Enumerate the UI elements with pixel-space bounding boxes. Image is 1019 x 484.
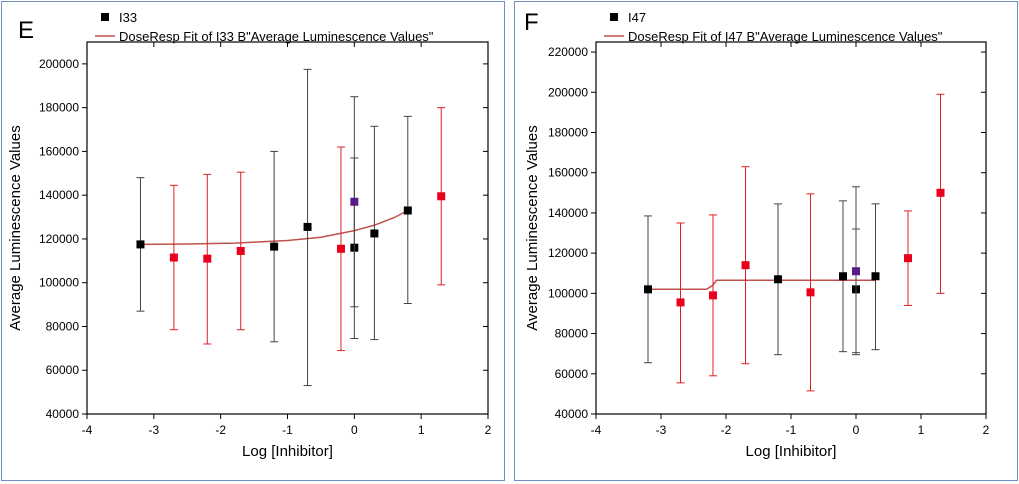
y-tick-label: 160000 [548, 166, 588, 180]
data-point [709, 291, 717, 300]
x-tick-label: 0 [351, 423, 358, 437]
y-tick-label: 60000 [46, 363, 80, 377]
data-point [806, 288, 815, 297]
data-point [336, 244, 345, 253]
y-tick-label: 40000 [46, 407, 80, 421]
data-point [904, 254, 912, 263]
y-tick-label: 200000 [39, 57, 79, 71]
x-tick-label: 1 [418, 423, 425, 437]
x-tick-label: -3 [656, 423, 667, 437]
y-tick-label: 120000 [39, 232, 79, 246]
x-tick-label: -2 [721, 423, 732, 437]
data-point [236, 246, 245, 255]
plot-frame [595, 41, 987, 415]
chart-panel-f: F -4 -3 -2 -1 0 1 2 40000 60000 80000 100000 120000 1… [524, 9, 990, 460]
y-tick-label: 180000 [548, 125, 588, 139]
y-tick-label: 220000 [548, 45, 588, 59]
y-tick-label: 80000 [46, 319, 80, 333]
x-tick-label: 2 [983, 423, 990, 437]
x-tick-label: -1 [786, 423, 797, 437]
data-point [403, 206, 412, 215]
y-tick-label: 60000 [555, 367, 589, 381]
y-tick-label: 140000 [39, 188, 79, 202]
legend-fit-label: DoseResp Fit of I33 B"Average Luminescen… [119, 29, 434, 44]
x-tick-label: -1 [282, 423, 293, 437]
chart-panel-e: E -4 -3 -2 -1 0 1 2 40000 60000 80000 100000 120000 1… [7, 10, 492, 460]
y-tick-label: 80000 [555, 327, 589, 341]
data-point [871, 272, 880, 281]
fit-curve [140, 209, 409, 246]
legend-marker-square [101, 13, 109, 21]
fit-curve [648, 279, 876, 291]
x-tick-label: -4 [591, 423, 602, 437]
legend-series-label: I33 [119, 10, 137, 25]
legend-fit-label: DoseResp Fit of I47 B"Average Luminescen… [628, 29, 943, 44]
data-point [270, 242, 279, 251]
x-tick-label: 0 [853, 423, 860, 437]
data-point [839, 272, 847, 281]
x-tick-label: 2 [485, 423, 492, 437]
y-tick-label: 120000 [548, 246, 588, 260]
data-point [203, 254, 212, 263]
x-tick-label: -3 [148, 423, 159, 437]
data-point [774, 275, 782, 284]
x-tick-label: -2 [215, 423, 226, 437]
panel-e-frame [1, 1, 505, 481]
legend-series-label: I47 [628, 10, 646, 25]
data-point [136, 240, 145, 249]
plot-frame [86, 41, 489, 415]
y-tick-label: 180000 [39, 101, 79, 115]
data-point [169, 253, 178, 262]
x-axis-title: Log [Inhibitor] [242, 443, 333, 460]
y-tick-label: 40000 [555, 407, 589, 421]
panel-f-frame [514, 1, 1018, 481]
y-tick-label: 200000 [548, 85, 588, 99]
data-point [936, 188, 945, 197]
data-point [370, 229, 379, 238]
y-tick-label: 160000 [39, 144, 79, 158]
y-tick-label: 100000 [548, 286, 588, 300]
data-point [644, 285, 652, 294]
x-tick-label: 1 [918, 423, 925, 437]
x-axis-title: Log [Inhibitor] [746, 443, 837, 460]
data-point [741, 261, 750, 270]
data-point [852, 267, 860, 276]
legend-marker-square [610, 13, 618, 21]
data-point [350, 197, 359, 206]
data-point [437, 192, 446, 201]
y-tick-label: 100000 [39, 276, 79, 290]
data-point [303, 222, 312, 231]
y-tick-label: 140000 [548, 206, 588, 220]
y-axis-title: Average Luminescence Values [524, 125, 541, 330]
panel-letter: E [18, 17, 34, 44]
data-point [676, 298, 685, 307]
panel-letter: F [524, 9, 539, 36]
y-axis-title: Average Luminescence Values [7, 125, 24, 330]
x-tick-label: -4 [82, 423, 93, 437]
